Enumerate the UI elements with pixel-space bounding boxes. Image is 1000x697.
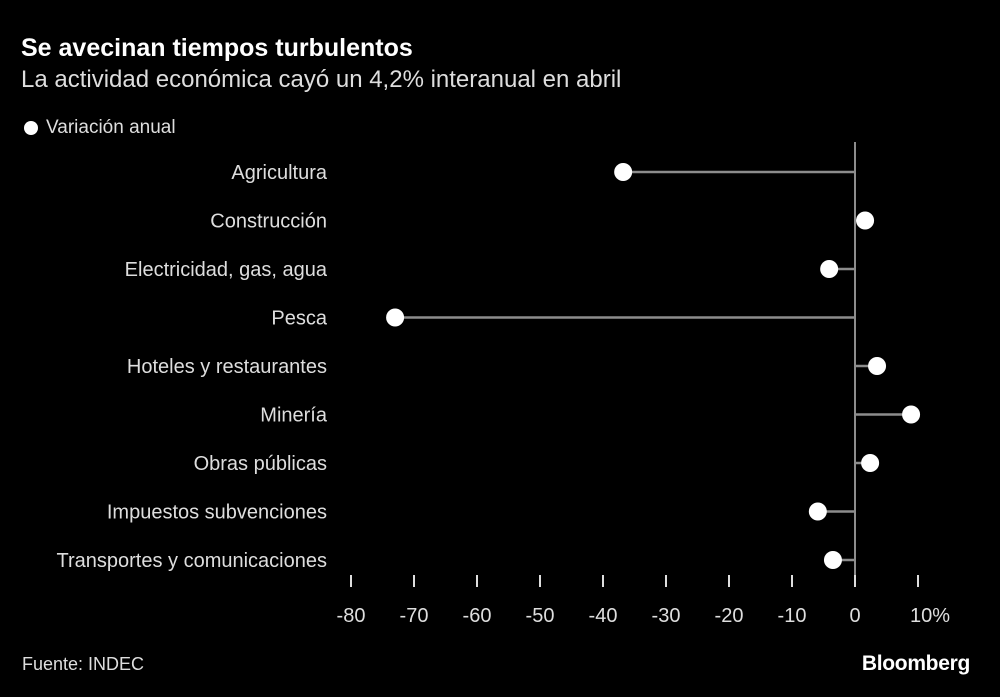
- legend-label: Variación anual: [46, 117, 176, 138]
- category-label: Agricultura: [231, 162, 327, 184]
- category-label: Pesca: [271, 308, 327, 330]
- data-point: [902, 405, 921, 424]
- data-point: [856, 211, 875, 230]
- data-point: [614, 163, 633, 181]
- data-point: [868, 357, 887, 375]
- x-tick-label: 0: [849, 605, 860, 627]
- category-label: Electricidad, gas, agua: [125, 259, 328, 281]
- x-tick-label: -30: [652, 605, 681, 627]
- category-label: Hoteles y restaurantes: [127, 356, 327, 378]
- category-label: Construcción: [210, 211, 327, 233]
- x-tick-label: -60: [463, 605, 492, 627]
- data-point: [820, 260, 839, 278]
- data-point: [861, 454, 880, 472]
- category-label: Obras públicas: [194, 453, 327, 475]
- data-point: [808, 502, 827, 521]
- legend: Variación anual: [24, 117, 176, 139]
- x-tick-label: 10%: [910, 605, 950, 627]
- legend-dot-icon: [24, 121, 38, 135]
- x-tick-label: -50: [526, 605, 555, 627]
- x-tick-label: -70: [400, 605, 429, 627]
- x-tick-label: -40: [589, 605, 618, 627]
- chart-subtitle: La actividad económica cayó un 4,2% inte…: [21, 66, 622, 93]
- x-tick-label: -10: [778, 605, 807, 627]
- category-label: Minería: [260, 405, 328, 427]
- chart-title: Se avecinan tiempos turbulentos: [21, 34, 413, 62]
- bloomberg-logo: Bloomberg: [861, 652, 970, 675]
- data-point: [823, 551, 842, 569]
- x-tick-label: -80: [337, 605, 366, 627]
- data-point: [386, 308, 405, 327]
- source-note: Fuente: INDEC: [22, 654, 145, 674]
- x-tick-label: -20: [715, 605, 744, 627]
- category-label: Transportes y comunicaciones: [57, 550, 328, 572]
- category-label: Impuestos subvenciones: [107, 502, 327, 524]
